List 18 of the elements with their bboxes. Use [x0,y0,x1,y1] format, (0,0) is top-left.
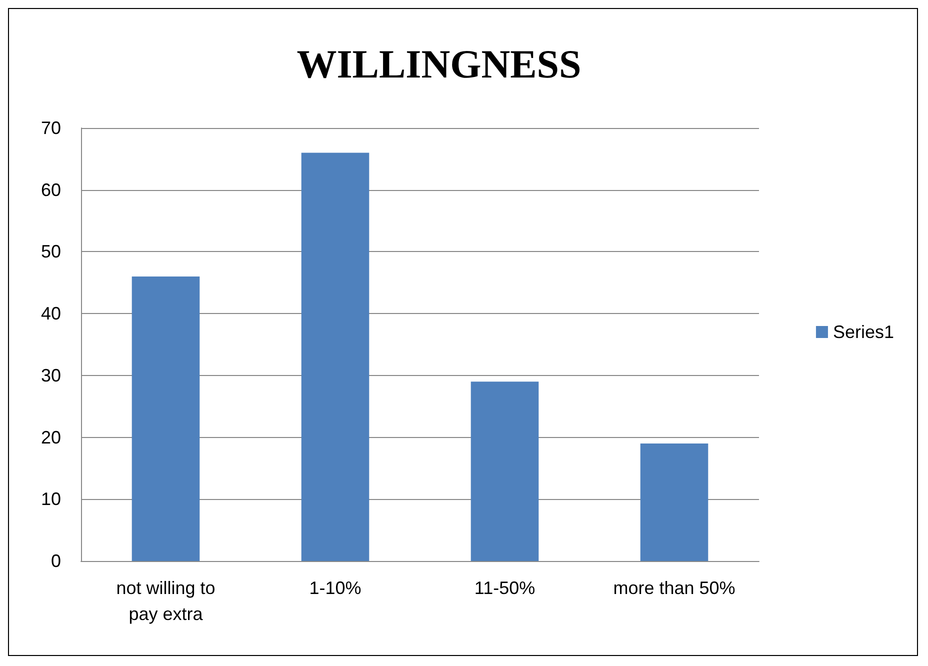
bar [640,443,708,561]
bar [301,152,370,561]
bar [132,276,200,561]
legend-label: Series1 [832,322,894,342]
chart-title: WILLINGNESS [296,42,582,86]
x-tick-label: 1-10% [309,578,362,598]
x-tick-label: 11-50% [474,578,536,598]
y-tick-label: 0 [50,551,61,571]
y-tick-label: 60 [40,180,61,200]
x-tick-label: not willing to pay extra [116,578,216,624]
x-tick-label: more than 50% [613,578,736,598]
y-tick-label: 40 [40,304,61,324]
y-tick-label: 20 [40,427,61,448]
y-tick-label: 10 [40,489,61,510]
y-tick-label: 30 [40,365,61,386]
y-tick-label: 70 [40,118,61,138]
y-tick-label: 50 [40,242,61,262]
bar [470,382,539,561]
